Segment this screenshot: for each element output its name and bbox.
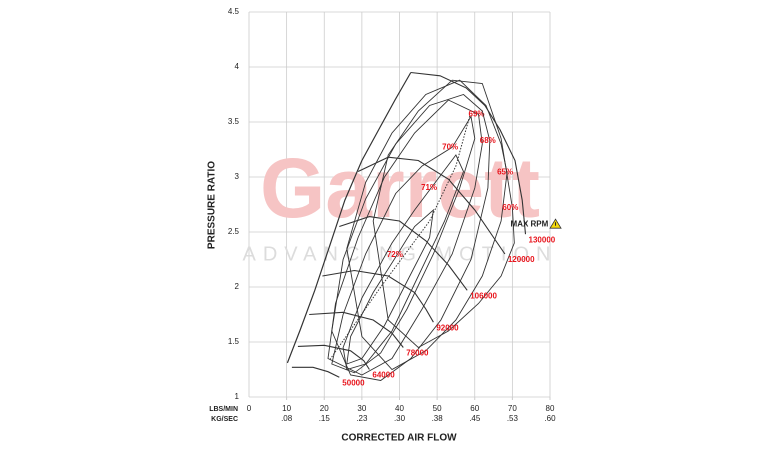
watermark: Garrett [260, 141, 540, 235]
x-tick-label: 0 [247, 404, 252, 413]
efficiency-label: 70% [442, 142, 458, 151]
efficiency-island [331, 93, 491, 381]
speed-line [339, 216, 468, 291]
efficiency-label: 72% [387, 250, 403, 259]
y-tick-label: 3 [235, 172, 240, 181]
efficiency-island [331, 115, 476, 374]
x2-tick-label: .30 [394, 414, 406, 423]
x-unit-label: LBS/MIN [209, 406, 238, 413]
x2-tick-label: .60 [544, 414, 556, 423]
efficiency-label: 65% [497, 168, 513, 177]
x2-tick-label: .15 [319, 414, 331, 423]
efficiency-label: 68% [480, 136, 496, 145]
efficiency-label: 71% [421, 183, 437, 192]
x-axis-title: CORRECTED AIR FLOW [341, 433, 457, 444]
y-tick-label: 1 [235, 392, 240, 401]
y-axis-title: PRESSURE RATIO [207, 161, 218, 249]
speed-line [410, 71, 527, 235]
speed-line [297, 344, 370, 370]
y-tick-label: 3.5 [228, 117, 240, 126]
efficiency-label: 60% [502, 203, 518, 212]
efficiency-island [346, 79, 508, 371]
y-tick-label: 4 [235, 62, 240, 71]
max-rpm-label: MAX RPM [511, 219, 549, 228]
x-tick-label: 80 [546, 404, 555, 413]
speed-label: 50000 [342, 378, 365, 387]
speed-line [357, 156, 506, 255]
speed-line [309, 311, 404, 348]
speed-label: 64000 [372, 371, 395, 380]
efficiency-island [346, 208, 435, 365]
efficiency-label: 69% [469, 109, 485, 118]
x2-tick-label: .45 [469, 414, 481, 423]
y-tick-label: 1.5 [228, 337, 240, 346]
speed-label: 120000 [508, 255, 535, 264]
x2-tick-label: .23 [356, 414, 368, 423]
speed-label: 106000 [470, 291, 497, 300]
x-tick-label: 60 [470, 404, 479, 413]
x-tick-label: 70 [508, 404, 517, 413]
x-tick-label: 10 [282, 404, 291, 413]
efficiency-island [372, 79, 515, 349]
speed-label: 92000 [436, 323, 459, 332]
x-tick-label: 50 [433, 404, 442, 413]
speed-line [322, 269, 434, 323]
x-tick-label: 20 [320, 404, 329, 413]
peak-efficiency-line [329, 115, 471, 360]
surge-line [286, 72, 412, 364]
y-tick-label: 2.5 [228, 227, 240, 236]
speed-label: 130000 [529, 235, 556, 244]
x-tick-label: 40 [395, 404, 404, 413]
x2-unit-label: KG/SEC [211, 416, 238, 423]
efficiency-island [327, 99, 483, 376]
y-tick-label: 2 [235, 282, 240, 291]
x2-tick-label: .53 [507, 414, 519, 423]
y-tick-label: 4.5 [228, 7, 240, 16]
x-tick-label: 30 [357, 404, 366, 413]
speed-label: 78000 [406, 349, 429, 358]
speed-line [291, 366, 340, 378]
x2-tick-label: .38 [432, 414, 444, 423]
x2-tick-label: .08 [281, 414, 293, 423]
